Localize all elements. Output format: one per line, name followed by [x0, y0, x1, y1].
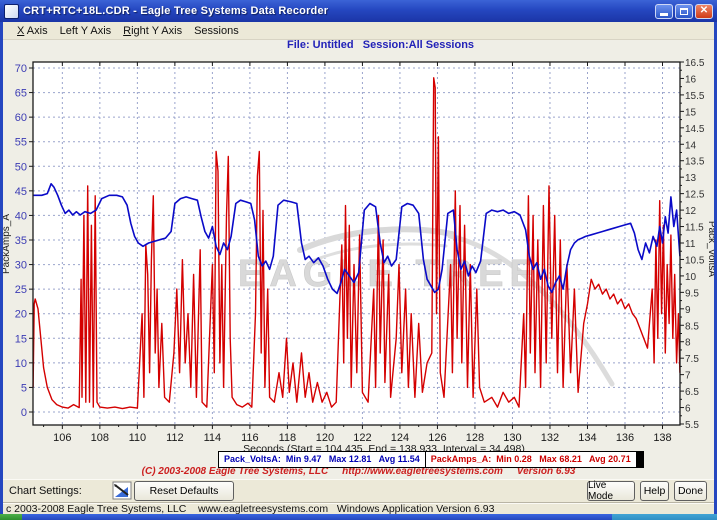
svg-text:128: 128 [466, 432, 484, 444]
svg-text:108: 108 [91, 432, 109, 444]
close-icon[interactable]: ✕ [695, 3, 713, 19]
svg-text:8: 8 [685, 338, 691, 349]
chart-settings-label: Chart Settings: [9, 485, 82, 497]
done-button[interactable]: Done [674, 481, 707, 501]
svg-text:106: 106 [53, 432, 71, 444]
app-icon [4, 3, 19, 19]
svg-text:13: 13 [685, 173, 697, 184]
system-tray-sliver[interactable] [612, 514, 717, 520]
svg-text:16: 16 [685, 74, 697, 85]
menu-right-y-axis[interactable]: Right Y Axis [123, 24, 183, 37]
window-title: CRT+RTC+18L.CDR - Eagle Tree Systems Dat… [23, 5, 329, 17]
svg-text:9.5: 9.5 [685, 288, 699, 299]
stats-amps: PackAmps_A: Min 0.28 Max 68.21 Avg 20.71 [430, 454, 631, 464]
help-button[interactable]: Help [640, 481, 669, 501]
svg-text:8.5: 8.5 [685, 321, 699, 332]
svg-text:126: 126 [428, 432, 446, 444]
stats-box: Pack_VoltsA: Min 9.47 Max 12.81 Avg 11.5… [218, 451, 644, 468]
svg-text:11: 11 [685, 239, 696, 250]
svg-text:10.5: 10.5 [685, 255, 705, 266]
status-bar: c 2003-2008 Eagle Tree Systems, LLC www.… [3, 502, 714, 514]
svg-text:132: 132 [541, 432, 559, 444]
svg-text:10: 10 [15, 358, 27, 370]
svg-text:134: 134 [578, 432, 596, 444]
titlebar: CRT+RTC+18L.CDR - Eagle Tree Systems Dat… [0, 0, 717, 22]
svg-text:136: 136 [616, 432, 634, 444]
svg-text:7.5: 7.5 [685, 354, 699, 365]
svg-text:35: 35 [15, 235, 27, 247]
chart-canvas[interactable]: EAGLE TREE05101520253035404550556065705.… [0, 54, 717, 454]
svg-text:13.5: 13.5 [685, 157, 705, 168]
svg-text:70: 70 [15, 63, 27, 75]
stats-divider [424, 452, 426, 467]
svg-text:55: 55 [15, 137, 27, 149]
taskbar-sliver[interactable] [0, 514, 717, 520]
session-label: Session:All Sessions [362, 39, 475, 51]
svg-text:40: 40 [15, 210, 27, 222]
svg-text:16.5: 16.5 [685, 58, 705, 69]
svg-text:12.5: 12.5 [685, 190, 705, 201]
svg-text:122: 122 [353, 432, 371, 444]
controls-bar: Chart Settings: Reset Defaults Live Mode… [3, 479, 714, 503]
stats-volts: Pack_VoltsA: Min 9.47 Max 12.81 Avg 11.5… [224, 454, 420, 464]
svg-text:114: 114 [204, 432, 222, 444]
svg-text:30: 30 [15, 260, 27, 272]
reset-defaults-button[interactable]: Reset Defaults [134, 481, 234, 501]
svg-text:0: 0 [21, 407, 27, 419]
live-mode-button[interactable]: Live Mode [587, 480, 635, 502]
svg-text:14.5: 14.5 [685, 124, 705, 135]
svg-text:130: 130 [503, 432, 521, 444]
svg-text:10: 10 [685, 272, 697, 283]
svg-text:50: 50 [15, 161, 27, 173]
svg-text:15.5: 15.5 [685, 91, 705, 102]
svg-text:Seconds (Start = 104.435, End: Seconds (Start = 104.435, End = 138.933,… [243, 443, 525, 454]
svg-text:116: 116 [241, 432, 259, 444]
svg-text:20: 20 [15, 309, 27, 321]
maximize-icon[interactable] [675, 3, 693, 19]
menubar: X Axis Left Y Axis Right Y Axis Sessions [3, 22, 714, 40]
svg-text:120: 120 [316, 432, 334, 444]
start-button-sliver[interactable] [0, 514, 22, 520]
minimize-icon[interactable] [655, 3, 673, 19]
svg-text:124: 124 [391, 432, 409, 444]
svg-text:6: 6 [685, 404, 691, 415]
svg-text:112: 112 [166, 432, 184, 444]
file-session-line: File: Untitled Session:All Sessions [287, 39, 474, 51]
svg-text:45: 45 [15, 186, 27, 198]
svg-text:60: 60 [15, 112, 27, 124]
svg-text:6.5: 6.5 [685, 387, 699, 398]
menu-sessions[interactable]: Sessions [194, 24, 239, 37]
window-border-right [714, 22, 717, 514]
svg-text:25: 25 [15, 284, 27, 296]
svg-text:PackAmps_A: PackAmps_A [1, 214, 12, 274]
window-controls: ✕ [655, 3, 713, 19]
menu-left-y-axis[interactable]: Left Y Axis [59, 24, 112, 37]
taskbar-main[interactable] [22, 514, 612, 520]
copyright-line: (C) 2003-2008 Eagle Tree Systems, LLC ht… [141, 466, 576, 477]
svg-text:5: 5 [21, 382, 27, 394]
chart-pen-icon[interactable] [111, 481, 133, 501]
svg-text:15: 15 [15, 333, 27, 345]
svg-text:11.5: 11.5 [685, 223, 704, 234]
svg-text:65: 65 [15, 88, 27, 100]
svg-text:110: 110 [129, 432, 147, 444]
svg-text:7: 7 [685, 371, 691, 382]
window-border-left [0, 22, 3, 514]
stats-handle [635, 452, 643, 467]
svg-text:118: 118 [279, 432, 297, 444]
svg-text:12: 12 [685, 206, 697, 217]
svg-text:15: 15 [685, 107, 697, 118]
menu-x-axis[interactable]: X Axis [17, 24, 48, 37]
file-label: File: Untitled [287, 39, 354, 51]
svg-text:Pack_VoltsA: Pack_VoltsA [706, 221, 717, 277]
svg-text:5.5: 5.5 [685, 420, 699, 431]
svg-text:9: 9 [685, 305, 691, 316]
svg-text:14: 14 [685, 140, 697, 151]
svg-text:138: 138 [653, 432, 671, 444]
